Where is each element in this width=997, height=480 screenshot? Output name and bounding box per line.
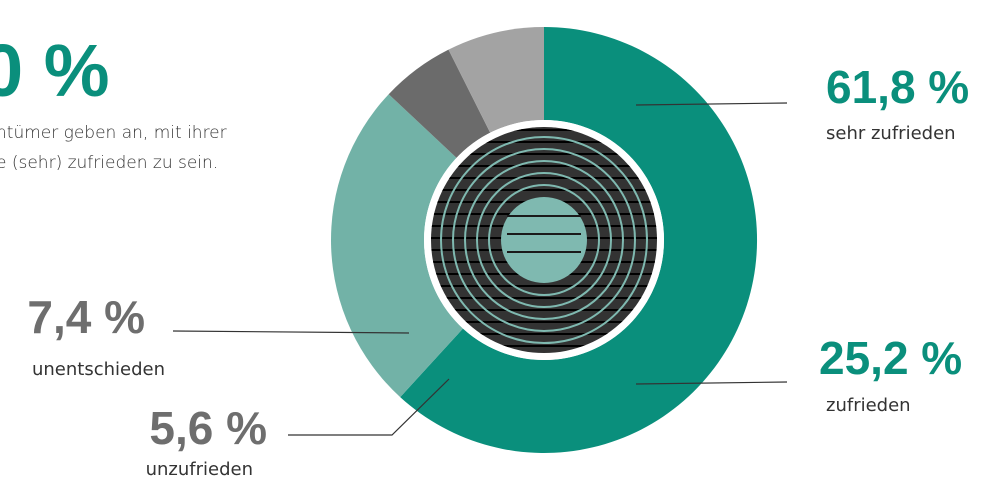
headline-description: ntümer geben an, mit ihrer e (sehr) zufr… <box>0 118 227 178</box>
headline-description-line-2: e (sehr) zufrieden zu sein. <box>0 153 219 173</box>
value-label-sehr-zufrieden: 61,8 % <box>826 61 969 113</box>
disc-groove <box>464 160 624 320</box>
value-label-unzufrieden: 5,6 % <box>149 402 267 454</box>
value-label-zufrieden: 25,2 % <box>819 332 962 384</box>
category-label-zufrieden: zufrieden <box>826 395 911 416</box>
center-disc <box>431 127 657 353</box>
value-label-unentschieden: 7,4 % <box>27 291 145 343</box>
disc-label <box>501 197 587 283</box>
center-emblem <box>424 120 664 360</box>
disc-groove <box>452 148 636 332</box>
leader-line-zufrieden <box>635 381 788 385</box>
headline-percentage: 0 % <box>0 29 110 112</box>
disc-groove <box>476 172 612 308</box>
category-label-unzufrieden: unzufrieden <box>146 459 253 480</box>
leader-line-unentschieden <box>172 330 410 334</box>
leader-line-sehr-zufrieden <box>635 102 788 106</box>
leader-line-unzufrieden <box>288 378 450 436</box>
slice-labels: 61,8 % sehr zufrieden 25,2 % zufrieden 5,6 %… <box>27 61 969 480</box>
category-label-sehr-zufrieden: sehr zufrieden <box>826 123 956 144</box>
center-outline <box>424 120 664 360</box>
disc-groove <box>440 136 648 344</box>
leader-lines <box>172 102 788 436</box>
disc-groove <box>488 184 600 296</box>
headline-description-line-1: ntümer geben an, mit ihrer <box>0 123 227 143</box>
category-label-unentschieden: unentschieden <box>32 359 165 380</box>
